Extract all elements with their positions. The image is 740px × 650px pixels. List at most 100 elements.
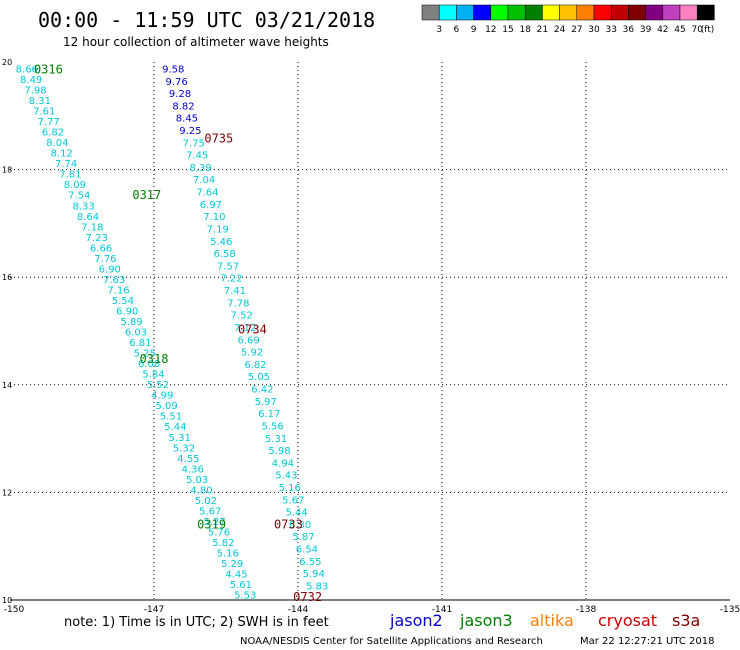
wave-height-label: 5.83 bbox=[306, 581, 328, 592]
satellite-legend-entry: cryosat bbox=[598, 611, 657, 630]
colorbar-swatch bbox=[559, 4, 578, 21]
wave-height-label: 4.55 bbox=[177, 454, 199, 465]
wave-height-label: 5.44 bbox=[164, 422, 186, 433]
wave-height-label: 6.66 bbox=[90, 243, 112, 254]
satellite-legend-entry: altika bbox=[530, 611, 574, 630]
x-tick-label: -150 bbox=[4, 605, 25, 615]
colorbar-tick-label: 70 bbox=[691, 25, 703, 35]
wave-height-label: 8.49 bbox=[20, 75, 42, 86]
wave-height-label: 5.67 bbox=[199, 506, 221, 517]
colorbar-tick-label: 6 bbox=[454, 25, 460, 35]
wave-height-label: 7.76 bbox=[94, 254, 116, 265]
wave-height-label: 5.16 bbox=[217, 549, 239, 560]
colorbar-swatch bbox=[628, 4, 646, 21]
wave-height-label: 6.90 bbox=[116, 306, 138, 317]
colorbar-swatch bbox=[490, 4, 509, 21]
colorbar-swatch bbox=[542, 4, 560, 21]
wave-height-label: 5.05 bbox=[248, 372, 270, 383]
wave-height-label: 8.09 bbox=[64, 180, 86, 191]
chart-subtitle: 12 hour collection of altimeter wave hei… bbox=[63, 35, 329, 49]
wave-height-label: 5.94 bbox=[303, 569, 325, 580]
y-tick-label: 10 bbox=[2, 596, 12, 605]
wave-height-label: 8.04 bbox=[46, 138, 68, 149]
wave-height-label: 5.43 bbox=[275, 471, 297, 482]
colorbar-tick-label: 45 bbox=[674, 25, 685, 35]
wave-height-label: 6.30 bbox=[289, 520, 311, 531]
wave-height-label: 9.28 bbox=[169, 89, 191, 100]
wave-height-label: 5.27 bbox=[203, 517, 225, 528]
wave-height-label: 5.53 bbox=[234, 591, 256, 602]
colorbar-swatch bbox=[507, 4, 526, 21]
wave-height-label: 8.31 bbox=[29, 96, 51, 107]
wave-height-label: 7.45 bbox=[186, 151, 208, 162]
wave-height-label: 5.32 bbox=[173, 443, 195, 454]
satellite-legend-entry: jason3 bbox=[459, 611, 513, 630]
wave-height-label: 7.78 bbox=[227, 298, 249, 309]
wave-height-label: 6.82 bbox=[244, 360, 266, 371]
wave-height-label: 4.36 bbox=[182, 464, 204, 475]
wave-height-label: 7.23 bbox=[86, 233, 108, 244]
wave-height-label: 8.39 bbox=[189, 163, 211, 174]
chart-title: 00:00 - 11:59 UTC 03/21/2018 bbox=[38, 8, 375, 32]
wave-height-label: 5.92 bbox=[241, 348, 263, 359]
y-tick-label: 18 bbox=[2, 166, 12, 175]
wave-height-label: 7.19 bbox=[207, 224, 229, 235]
wave-height-label: 7.12 bbox=[234, 323, 256, 334]
colorbar-tick-label: 9 bbox=[471, 25, 477, 35]
time-label: 0318 bbox=[140, 352, 169, 366]
wave-height-label: 5.89 bbox=[120, 317, 142, 328]
colorbar-swatch bbox=[524, 4, 543, 21]
wave-height-label: 4.45 bbox=[225, 570, 247, 581]
time-label: 0734 bbox=[238, 322, 267, 336]
colorbar-tick-label: 21 bbox=[537, 25, 548, 35]
wave-height-label: 8.33 bbox=[72, 201, 94, 212]
wave-height-label: 7.10 bbox=[203, 212, 225, 223]
y-tick-label: 16 bbox=[2, 273, 12, 282]
satellite-legend: jason2 jason3 altika cryosat s3a bbox=[389, 611, 700, 630]
colorbar-swatch bbox=[473, 4, 492, 21]
wave-height-label: 5.82 bbox=[212, 538, 234, 549]
wave-height-label: 7.74 bbox=[55, 159, 77, 170]
wave-height-label: 8.45 bbox=[176, 114, 198, 125]
satellite-legend-entry: s3a bbox=[672, 611, 700, 630]
colorbar-swatch bbox=[421, 4, 440, 21]
colorbar-swatch bbox=[576, 4, 595, 21]
wave-height-label: 6.03 bbox=[125, 328, 147, 339]
wave-height-label: 5.44 bbox=[285, 508, 307, 519]
wave-height-label: 5.54 bbox=[112, 296, 134, 307]
wave-height-label: 5.09 bbox=[155, 401, 177, 412]
wave-height-label: 9.58 bbox=[162, 64, 184, 75]
colorbar-tick-label: 18 bbox=[519, 25, 531, 35]
axis-ticks: -150 -147 -144 -141 -138 -135 10 12 14 16 18 20 bbox=[2, 58, 740, 615]
wave-height-label: 5.87 bbox=[292, 532, 314, 543]
colorbar-swatch bbox=[610, 4, 629, 21]
time-label: 0319 bbox=[197, 518, 226, 532]
wave-height-label: 5.67 bbox=[282, 495, 304, 506]
wave-height-label: 6.69 bbox=[237, 335, 259, 346]
colorbar-tick-label: 15 bbox=[502, 25, 513, 35]
colorbar-tick-label: 36 bbox=[623, 25, 635, 35]
wave-height-label: 6.54 bbox=[296, 545, 318, 556]
colorbar-tick-label: 42 bbox=[657, 25, 668, 35]
wave-height-label: 6.55 bbox=[299, 557, 321, 568]
colorbar-tick-label: 12 bbox=[485, 25, 496, 35]
wave-height-label: 5.52 bbox=[147, 380, 169, 391]
wave-height-label: 5.97 bbox=[255, 397, 277, 408]
footer-credit: NOAA/NESDIS Center for Satellite Applica… bbox=[240, 636, 543, 647]
x-tick-label: -135 bbox=[720, 605, 740, 615]
wave-height-label: 7.61 bbox=[33, 107, 55, 118]
colorbar-tick-label: 27 bbox=[571, 25, 582, 35]
wave-height-label: 5.16 bbox=[279, 483, 301, 494]
wave-height-label: 7.16 bbox=[107, 285, 129, 296]
wave-height-label: 5.31 bbox=[169, 433, 191, 444]
colorbar-tick-label: 24 bbox=[554, 25, 566, 35]
colorbar-tick-label: 33 bbox=[605, 25, 616, 35]
wave-height-label: 7.41 bbox=[224, 286, 246, 297]
wave-height-label: 6.97 bbox=[200, 200, 222, 211]
wave-height-label: 6.82 bbox=[42, 128, 64, 139]
colorbar-tick-label: 30 bbox=[588, 25, 600, 35]
time-label: 0733 bbox=[274, 518, 303, 532]
wave-height-label: 7.52 bbox=[231, 311, 253, 322]
wave-height-label: 5.29 bbox=[221, 559, 243, 570]
